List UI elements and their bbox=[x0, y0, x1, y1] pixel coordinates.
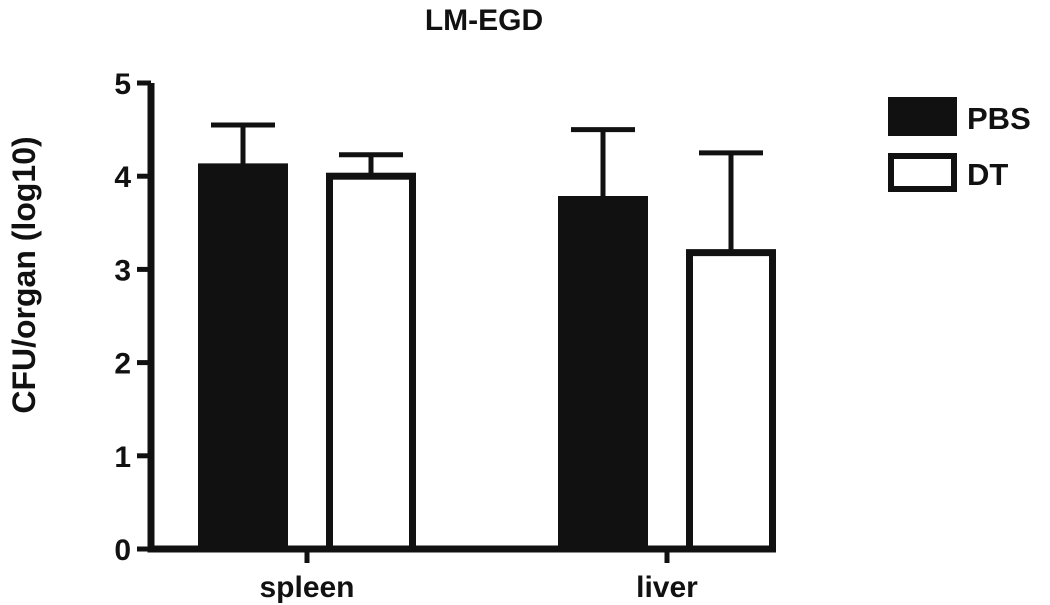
y-axis: 0 1 2 3 4 5 bbox=[114, 68, 155, 567]
bar-dt-liver bbox=[686, 249, 776, 553]
y-tick-label: 4 bbox=[114, 161, 131, 194]
x-axis: spleen liver bbox=[147, 545, 760, 604]
y-tick-label: 0 bbox=[114, 534, 131, 567]
y-tick-label: 1 bbox=[114, 441, 131, 474]
bars-group bbox=[198, 163, 776, 553]
bar-pbs-spleen bbox=[198, 163, 288, 553]
legend-swatch-dt bbox=[888, 153, 957, 192]
bar-dt-spleen bbox=[326, 172, 416, 553]
chart-title: LM-EGD bbox=[425, 4, 543, 37]
bar-pbs-liver bbox=[558, 196, 648, 553]
x-tick-label: liver bbox=[636, 571, 698, 604]
legend-swatch-pbs bbox=[888, 97, 957, 136]
y-tick-label: 5 bbox=[114, 68, 131, 101]
y-axis-label: CFU/organ (log10) bbox=[6, 136, 42, 413]
y-tick-label: 3 bbox=[114, 254, 131, 287]
legend-label-dt: DT bbox=[967, 157, 1008, 192]
x-tick-label: spleen bbox=[259, 571, 354, 604]
legend: PBS DT bbox=[888, 97, 1031, 192]
y-tick-label: 2 bbox=[114, 348, 131, 381]
legend-label-pbs: PBS bbox=[967, 101, 1031, 136]
error-bars-group bbox=[211, 122, 763, 253]
